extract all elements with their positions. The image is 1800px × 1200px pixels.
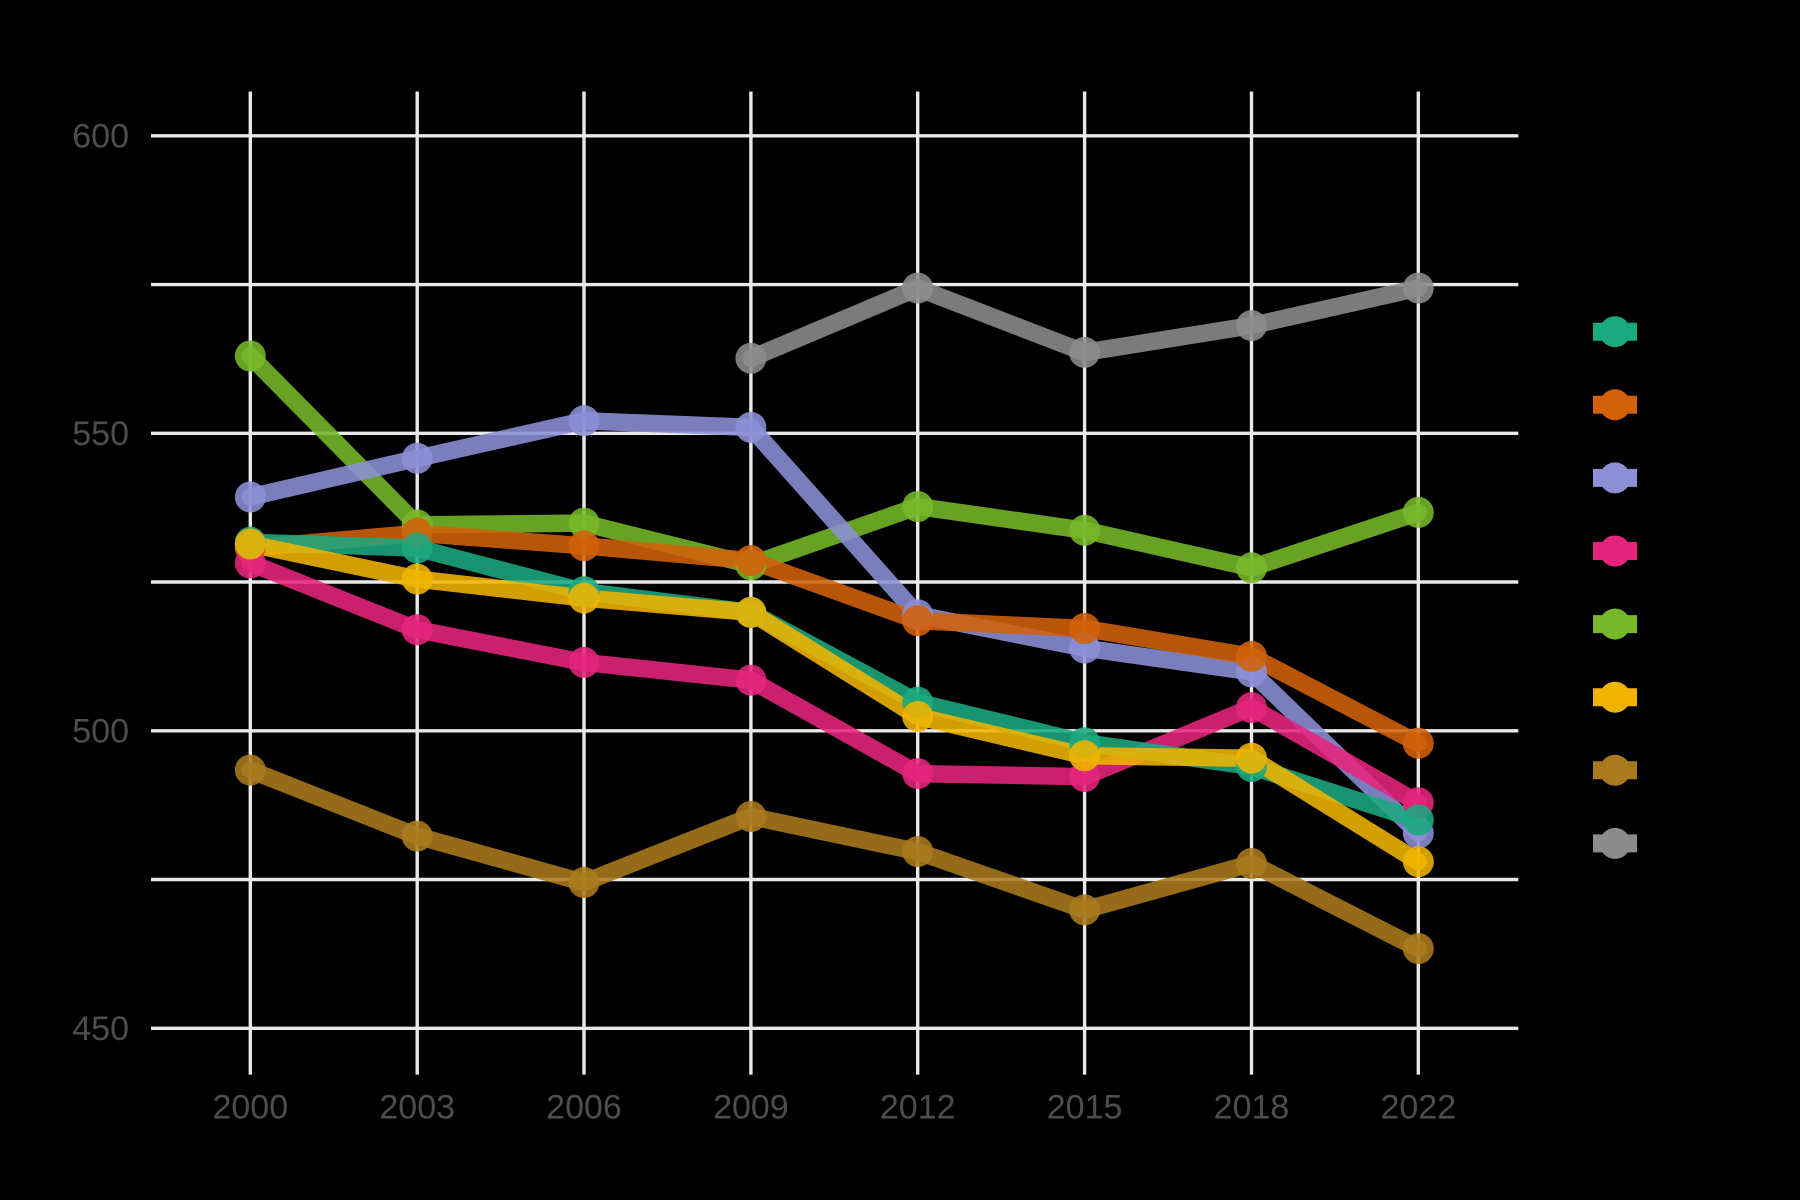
svg-text:500: 500 — [72, 712, 129, 750]
svg-text:2018: 2018 — [1214, 1089, 1290, 1127]
svg-text:2009: 2009 — [713, 1089, 789, 1127]
svg-text:2022: 2022 — [1380, 1089, 1456, 1127]
svg-text:600: 600 — [72, 117, 129, 155]
svg-text:2012: 2012 — [880, 1089, 956, 1127]
svg-text:2015: 2015 — [1047, 1089, 1123, 1127]
svg-text:2000: 2000 — [212, 1089, 288, 1127]
svg-text:2003: 2003 — [379, 1089, 455, 1127]
svg-text:2006: 2006 — [546, 1089, 622, 1127]
svg-text:550: 550 — [72, 415, 129, 453]
svg-text:450: 450 — [72, 1010, 129, 1048]
